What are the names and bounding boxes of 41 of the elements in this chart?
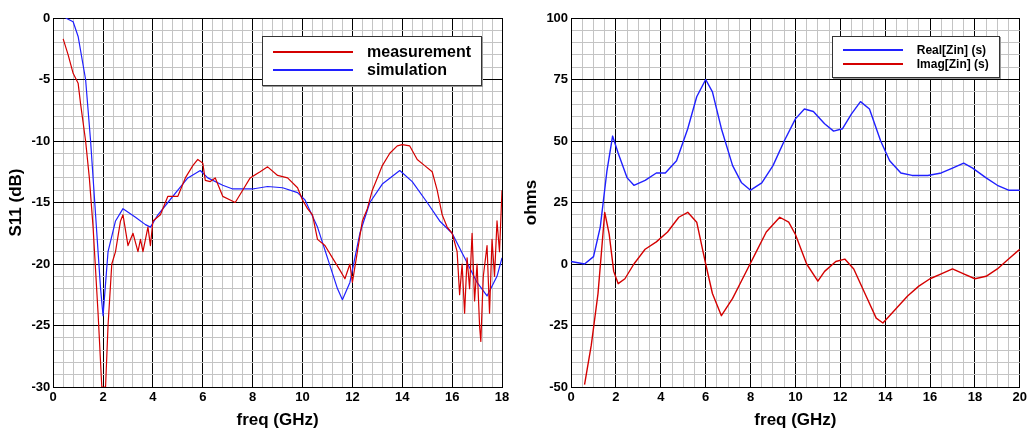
x-tick-label: 16	[922, 389, 938, 405]
y-tick-label: 0	[42, 9, 51, 25]
y-axis-title: S11 (dB)	[5, 168, 25, 237]
x-tick-label: 6	[199, 389, 207, 405]
y-tick-label: 25	[553, 194, 569, 210]
y-tick-label: 100	[546, 9, 569, 25]
x-tick-label: 4	[657, 389, 666, 405]
x-tick-label: 18	[967, 389, 983, 405]
y-tick-label: -50	[549, 378, 569, 394]
y-tick-label: -25	[31, 317, 51, 333]
x-tick-label: 4	[149, 389, 158, 405]
y-tick-label: -25	[549, 317, 569, 333]
y-tick-label: -5	[38, 71, 51, 87]
x-axis-title: freq (GHz)	[236, 410, 319, 430]
legend-label: Imag[Zin] (s)	[916, 57, 989, 71]
x-tick-label: 14	[395, 389, 411, 405]
y-tick-label: -10	[31, 132, 51, 148]
x-tick-label: 18	[494, 389, 510, 405]
legend-label: simulation	[367, 61, 448, 79]
y-tick-label: 75	[553, 71, 569, 87]
x-tick-label: 8	[249, 389, 257, 405]
y-tick-label: -15	[31, 194, 51, 210]
x-tick-label: 8	[746, 389, 755, 405]
x-tick-label: 16	[444, 389, 460, 405]
y-tick-label: 0	[560, 255, 569, 271]
x-axis-title: freq (GHz)	[754, 410, 837, 430]
y-tick-label: 50	[553, 132, 569, 148]
x-tick-label: 6	[702, 389, 710, 405]
y-tick-label: -30	[31, 378, 51, 394]
x-tick-label: 12	[833, 389, 848, 405]
y-tick-label: -20	[31, 255, 51, 271]
legend-label: Real[Zin] (s)	[916, 43, 987, 57]
x-tick-label: 20	[1012, 389, 1027, 405]
x-tick-label: 12	[345, 389, 360, 405]
legend-label: measurement	[367, 43, 472, 61]
y-axis-title: ohms	[520, 179, 540, 226]
x-tick-label: 2	[612, 389, 620, 405]
x-tick-label: 10	[295, 389, 310, 405]
x-tick-label: 14	[877, 389, 894, 405]
x-tick-label: 10	[788, 389, 803, 405]
x-tick-label: 2	[99, 389, 107, 405]
